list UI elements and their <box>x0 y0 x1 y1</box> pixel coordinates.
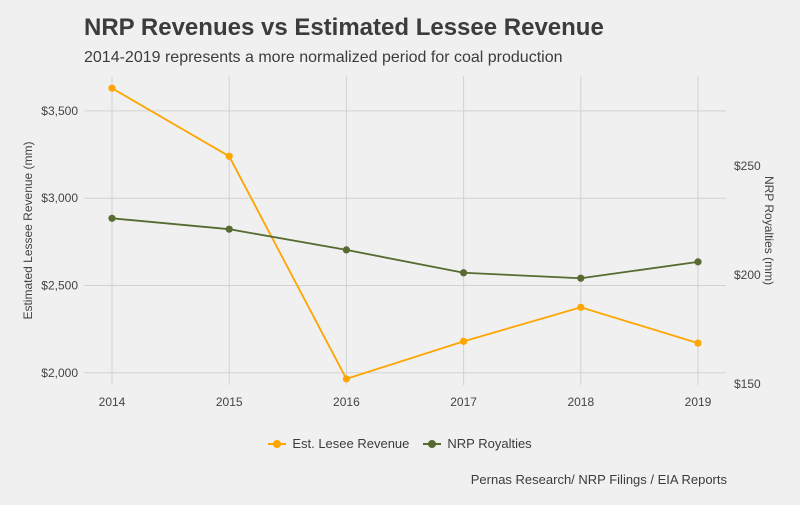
data-point-nrp-royalties <box>342 246 350 254</box>
y-left-tick-label: $3,500 <box>41 104 78 118</box>
x-tick-label: 2016 <box>333 395 360 409</box>
y-right-axis-title: NRP Royalties (mm) <box>762 176 776 285</box>
data-point-nrp-royalties <box>694 258 702 266</box>
x-tick-label: 2019 <box>685 395 712 409</box>
legend-item-royalties: NRP Royalties <box>423 436 532 451</box>
legend-label-lessee: Est. Lesee Revenue <box>292 436 410 451</box>
data-point-nrp-royalties <box>460 269 468 277</box>
legend-label-royalties: NRP Royalties <box>447 436 532 451</box>
data-point-nrp-royalties <box>225 225 233 233</box>
data-point-nrp-royalties <box>108 214 116 222</box>
x-tick-label: 2017 <box>450 395 477 409</box>
y-left-axis-title: Estimated Lessee Revenue (mm) <box>21 141 35 319</box>
chart-subtitle: 2014-2019 represents a more normalized p… <box>84 49 563 66</box>
data-point-lessee-revenue <box>225 152 233 160</box>
data-point-lessee-revenue <box>342 375 350 383</box>
x-tick-label: 2014 <box>99 395 126 409</box>
chart-plot: $2,000 $2,500 $3,000 $3,500 2014 2015 2016 2017… <box>21 76 776 409</box>
y-right-tick-label: $150 <box>734 377 761 391</box>
legend-item-lessee: Est. Lesee Revenue <box>268 436 409 451</box>
x-tick-label: 2018 <box>567 395 594 409</box>
chart-caption: Pernas Research/ NRP Filings / EIA Repor… <box>470 472 727 487</box>
y-left-tick-label: $2,000 <box>41 366 78 380</box>
data-point-lessee-revenue <box>694 339 702 347</box>
legend-key-lessee <box>268 438 287 450</box>
y-right-tick-label: $250 <box>734 159 761 173</box>
data-point-lessee-revenue <box>460 337 468 345</box>
y-left-tick-label: $3,000 <box>41 191 78 205</box>
y-left-tick-label: $2,500 <box>41 278 78 292</box>
legend-key-royalties <box>423 438 442 450</box>
legend: Est. Lesee Revenue NRP Royalties <box>0 436 800 451</box>
series-line-lessee-revenue <box>111 87 699 380</box>
data-point-lessee-revenue <box>108 84 116 92</box>
x-tick-label: 2015 <box>216 395 243 409</box>
series-line-nrp-royalties <box>111 217 699 280</box>
chart-title: NRP Revenues vs Estimated Lessee Revenue <box>84 14 604 41</box>
data-point-lessee-revenue <box>577 303 585 311</box>
data-point-nrp-royalties <box>577 274 585 282</box>
y-right-tick-label: $200 <box>734 268 761 282</box>
